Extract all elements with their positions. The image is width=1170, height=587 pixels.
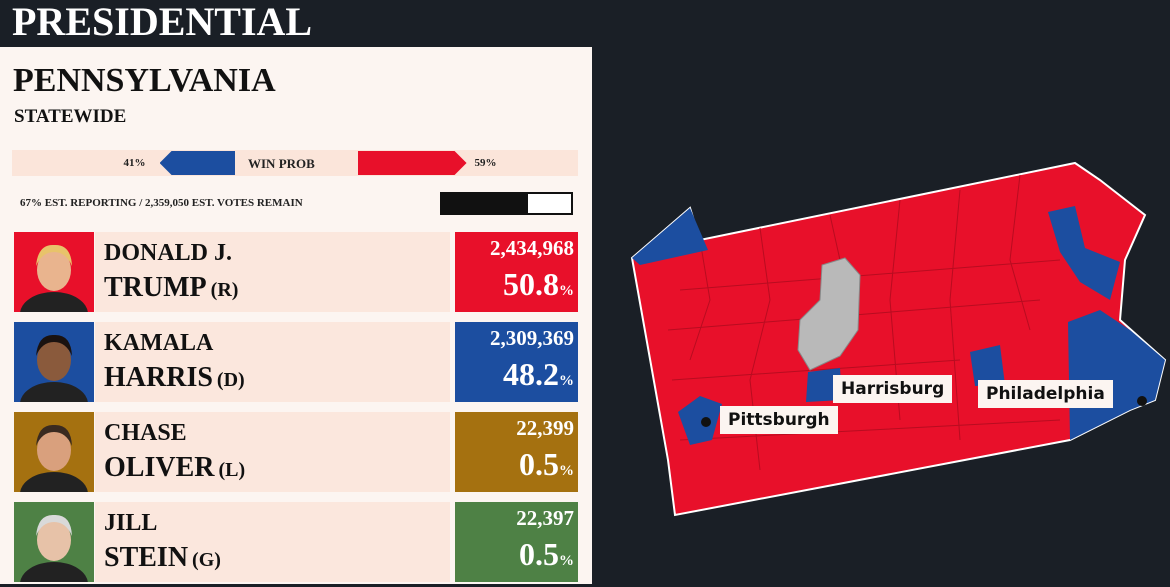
reporting-fill (442, 194, 529, 213)
vote-percent-line: 0.5% (519, 446, 574, 483)
portrait (20, 424, 88, 516)
percent-symbol: % (559, 553, 574, 569)
win-prob-value: 41% (123, 157, 146, 169)
candidate-last-name: HARRIS (104, 362, 213, 393)
city-dot (701, 417, 711, 427)
portrait (20, 514, 88, 587)
candidate-row (95, 322, 450, 402)
candidate-last-name: OLIVER (104, 452, 215, 483)
city-label: Philadelphia (978, 380, 1113, 408)
candidate-party: (G) (192, 549, 221, 571)
county-dem (678, 396, 722, 445)
vote-count: 22,397 (516, 506, 574, 530)
candidate-first-name: JILL (104, 510, 158, 536)
vote-percent: 0.5 (519, 536, 559, 572)
candidate-party: (R) (210, 279, 239, 301)
vote-percent-line: 48.2% (503, 356, 574, 393)
county-undecided (797, 257, 861, 371)
city-label: Pittsburgh (720, 406, 838, 434)
candidate-party: (D) (216, 369, 245, 391)
candidate-last-name-line: TRUMP (R) (104, 272, 238, 304)
candidate-last-name-line: HARRIS (D) (104, 362, 245, 394)
result-box: 22,399 0.5% (455, 412, 578, 492)
percent-symbol: % (559, 373, 574, 389)
candidate-photo (14, 322, 94, 426)
candidate-last-name-line: OLIVER (L) (104, 452, 245, 484)
candidate-last-name-line: STEIN (G) (104, 542, 221, 574)
candidate-photo (14, 232, 94, 336)
vote-percent-line: 0.5% (519, 536, 574, 573)
win-prob-value: 59% (474, 157, 497, 169)
result-box: 22,397 0.5% (455, 502, 578, 582)
percent-symbol: % (559, 283, 574, 299)
vote-percent-line: 50.8% (503, 266, 574, 303)
candidate-row (95, 232, 450, 312)
result-box: 2,309,369 48.2% (455, 322, 578, 402)
vote-count: 2,309,369 (490, 326, 574, 350)
county-dem (1068, 310, 1165, 440)
candidate-party: (L) (218, 459, 246, 481)
scope: STATEWIDE (14, 106, 127, 127)
candidate-photo (14, 412, 94, 516)
win-prob-strip (12, 150, 578, 176)
vote-percent: 0.5 (519, 446, 559, 482)
city-dot (1137, 396, 1147, 406)
reporting-bar (440, 192, 573, 215)
county-dem (1048, 206, 1120, 300)
candidate-photo (14, 502, 94, 587)
candidate-first-name: CHASE (104, 420, 187, 446)
candidate-row (95, 412, 450, 492)
candidate-last-name: TRUMP (104, 272, 207, 303)
candidate-first-name: DONALD J. (104, 240, 233, 266)
county-dem (632, 208, 708, 265)
vote-count: 22,399 (516, 416, 574, 440)
state-name: PENNSYLVANIA (13, 62, 276, 99)
reporting-text: 67% EST. REPORTING / 2,359,050 EST. VOTE… (20, 197, 303, 209)
candidate-row (95, 502, 450, 582)
win-prob-label: WIN PROB (248, 156, 315, 171)
result-box: 2,434,968 50.8% (455, 232, 578, 312)
header-title: PRESIDENTIAL (12, 0, 313, 44)
candidate-first-name: KAMALA (104, 330, 214, 356)
vote-percent: 48.2 (503, 356, 559, 392)
portrait (20, 244, 88, 336)
state-map (630, 161, 1167, 517)
percent-symbol: % (559, 463, 574, 479)
candidate-last-name: STEIN (104, 542, 189, 573)
win-prob-bar (159, 151, 235, 175)
vote-count: 2,434,968 (490, 236, 574, 260)
portrait (20, 334, 88, 426)
vote-percent: 50.8 (503, 266, 559, 302)
county-dem (970, 345, 1005, 386)
city-label: Harrisburg (833, 375, 953, 403)
results-panel (0, 47, 592, 584)
win-prob-bar (358, 151, 467, 175)
